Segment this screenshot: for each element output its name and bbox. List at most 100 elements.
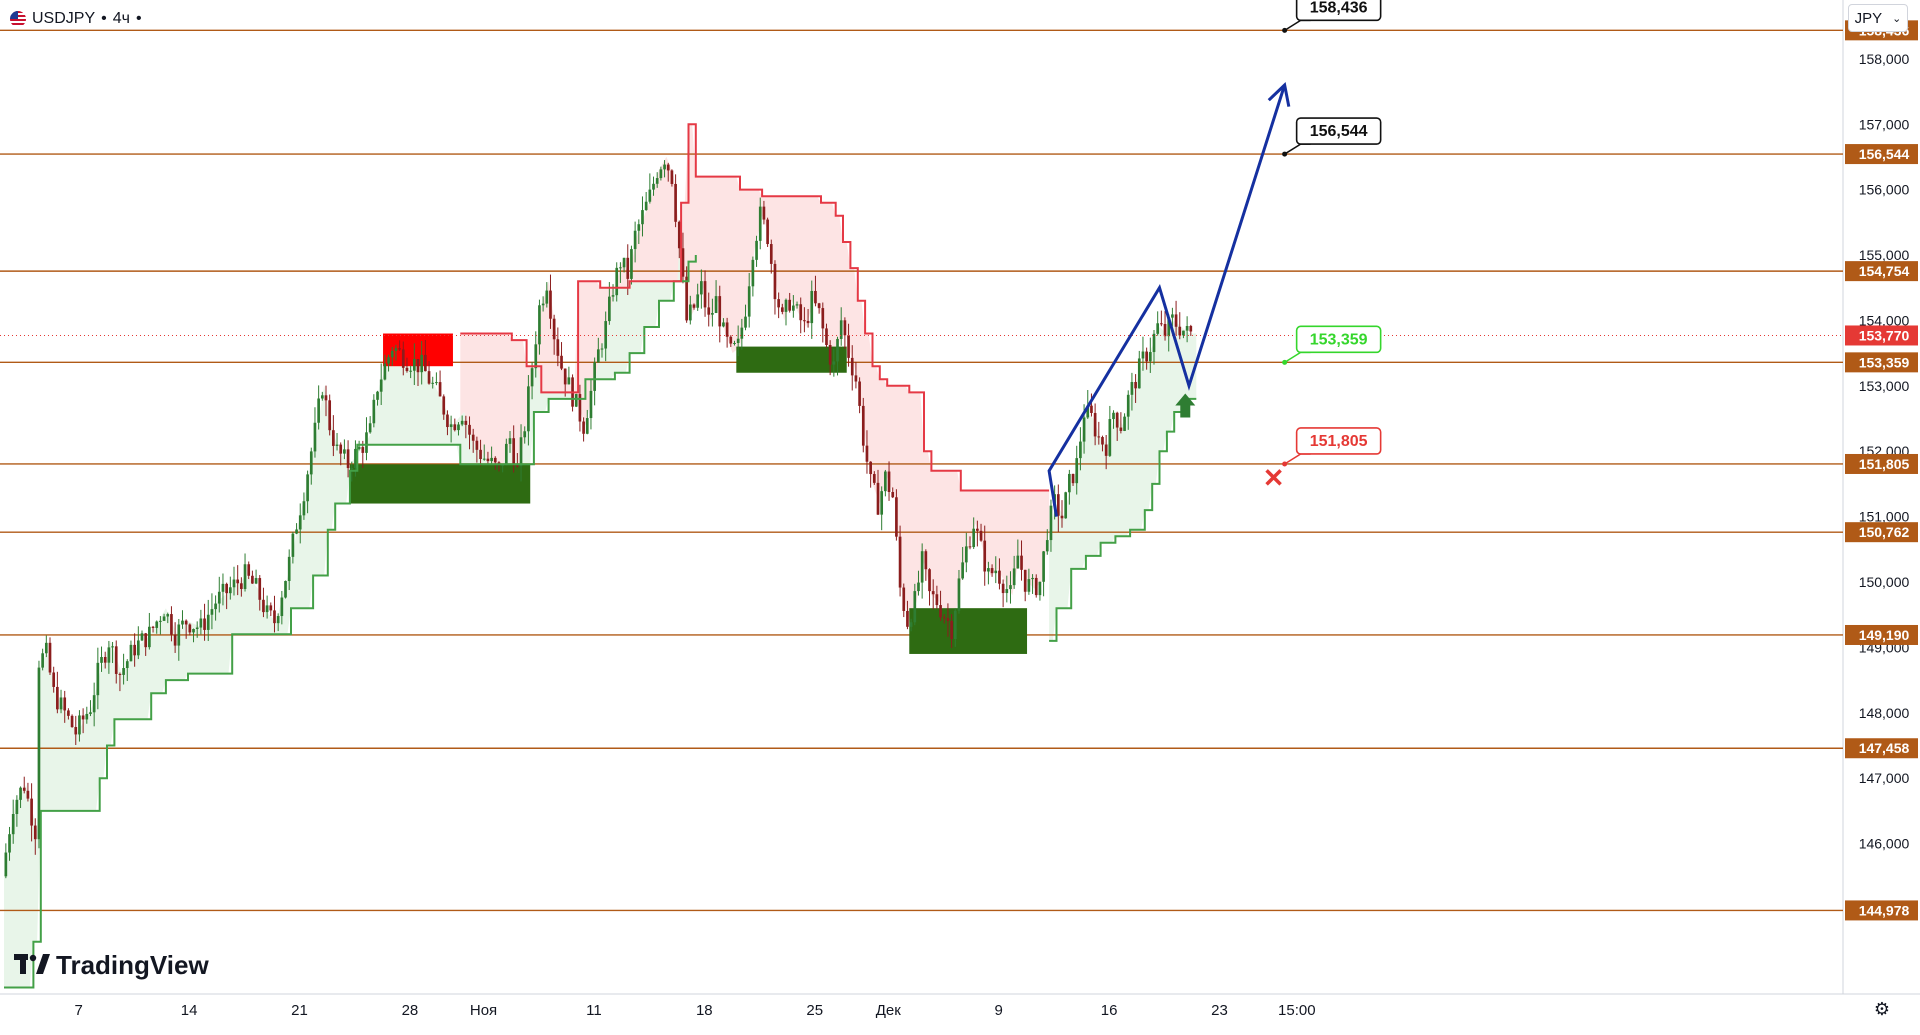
candle-body xyxy=(751,259,755,287)
candle-body xyxy=(600,348,604,350)
candle-body xyxy=(221,583,225,592)
candle-body xyxy=(136,640,140,656)
candle-body xyxy=(1086,405,1090,418)
candle-body xyxy=(1189,325,1193,332)
candle-body xyxy=(125,661,129,669)
candle-body xyxy=(394,348,398,351)
candle-body xyxy=(195,627,199,630)
candle-body xyxy=(659,169,663,179)
candle-body xyxy=(295,529,298,534)
brand-logo[interactable]: TradingView xyxy=(14,950,209,981)
candle-body xyxy=(15,799,19,815)
callout-box xyxy=(1295,325,1382,354)
candle-body xyxy=(902,587,906,611)
support-fill-2 xyxy=(1049,320,1197,641)
candle-body xyxy=(114,646,118,674)
candle-body xyxy=(865,445,869,462)
candle-body xyxy=(1134,382,1137,389)
candle-body xyxy=(479,449,482,459)
candle-body xyxy=(1031,577,1034,580)
candle-body xyxy=(861,405,865,446)
callout-label: 158,436 xyxy=(1310,0,1368,16)
candle-body xyxy=(486,458,490,462)
candle-body xyxy=(935,594,939,606)
candle-body xyxy=(501,464,504,466)
candle-body xyxy=(100,657,103,663)
candle-body xyxy=(917,582,920,592)
candle-body xyxy=(604,321,608,349)
candle-body xyxy=(563,368,567,385)
candle-body xyxy=(825,328,828,346)
candle-body xyxy=(703,281,707,308)
time-tick-label: 16 xyxy=(1101,1002,1118,1019)
candle-body xyxy=(401,349,405,368)
candle-body xyxy=(700,281,703,295)
candle-body xyxy=(468,424,471,435)
candle-body xyxy=(942,617,946,619)
candle-body xyxy=(685,276,688,321)
candle-body xyxy=(1178,326,1182,336)
price-tick-label: 153,000 xyxy=(1859,378,1910,394)
candle-body xyxy=(987,568,990,572)
candle-body xyxy=(78,715,81,735)
level-price-label: 144,978 xyxy=(1859,902,1910,918)
time-tick-label: 21 xyxy=(291,1002,308,1019)
candle-body xyxy=(589,390,593,419)
candle-body xyxy=(1020,555,1023,570)
candle-body xyxy=(633,230,637,250)
candle-body xyxy=(990,568,994,574)
candle-body xyxy=(320,395,324,399)
candle-body xyxy=(799,304,803,321)
candle-body xyxy=(144,633,148,648)
candle-body xyxy=(63,697,67,711)
candle-body xyxy=(70,715,74,728)
candle-body xyxy=(1097,436,1101,438)
candle-body xyxy=(1068,473,1071,493)
plot-area: 158,436 156,544 153,359 151,805 xyxy=(0,0,1843,989)
candle-body xyxy=(173,634,177,646)
candle-body xyxy=(803,320,806,322)
candle-body xyxy=(464,420,468,425)
candle-body xyxy=(438,382,442,397)
candle-body xyxy=(335,444,339,446)
candle-body xyxy=(177,624,181,646)
candle-body xyxy=(41,653,44,668)
us-flag-icon xyxy=(10,11,26,27)
candle-body xyxy=(188,624,192,633)
separator-dot: • xyxy=(101,10,107,27)
symbol-header[interactable]: USDJPY • 4ч • xyxy=(10,10,142,28)
candle-body xyxy=(626,257,630,279)
candle-body xyxy=(460,420,464,425)
candle-body xyxy=(884,471,887,492)
candle-body xyxy=(4,852,8,877)
candle-body xyxy=(232,579,236,588)
candle-body xyxy=(1171,314,1174,318)
candle-body xyxy=(523,431,527,438)
candle-body xyxy=(828,345,832,365)
candle-body xyxy=(284,580,287,598)
candle-body xyxy=(545,290,549,304)
candle-body xyxy=(416,359,420,373)
candle-body xyxy=(273,610,276,624)
candle-body xyxy=(574,394,578,407)
candle-body xyxy=(552,318,556,340)
candle-body xyxy=(895,497,898,537)
candle-body xyxy=(1148,352,1152,362)
gear-icon[interactable]: ⚙ xyxy=(1873,999,1891,1019)
candle-body xyxy=(1141,351,1145,359)
interval-label[interactable]: 4ч xyxy=(112,10,130,27)
level-price-label: 156,544 xyxy=(1859,146,1910,162)
demand-zone-2 xyxy=(736,346,847,373)
level-price-tag xyxy=(1845,738,1918,759)
currency-button[interactable]: JPY ⌄ xyxy=(1848,4,1908,32)
candle-body xyxy=(556,339,560,356)
candle-body xyxy=(1123,416,1126,431)
candle-body xyxy=(365,432,368,453)
candle-body xyxy=(637,224,641,231)
candle-body xyxy=(1167,317,1171,337)
candle-body xyxy=(1023,569,1027,592)
candle-body xyxy=(773,263,777,300)
candle-body xyxy=(449,424,453,428)
